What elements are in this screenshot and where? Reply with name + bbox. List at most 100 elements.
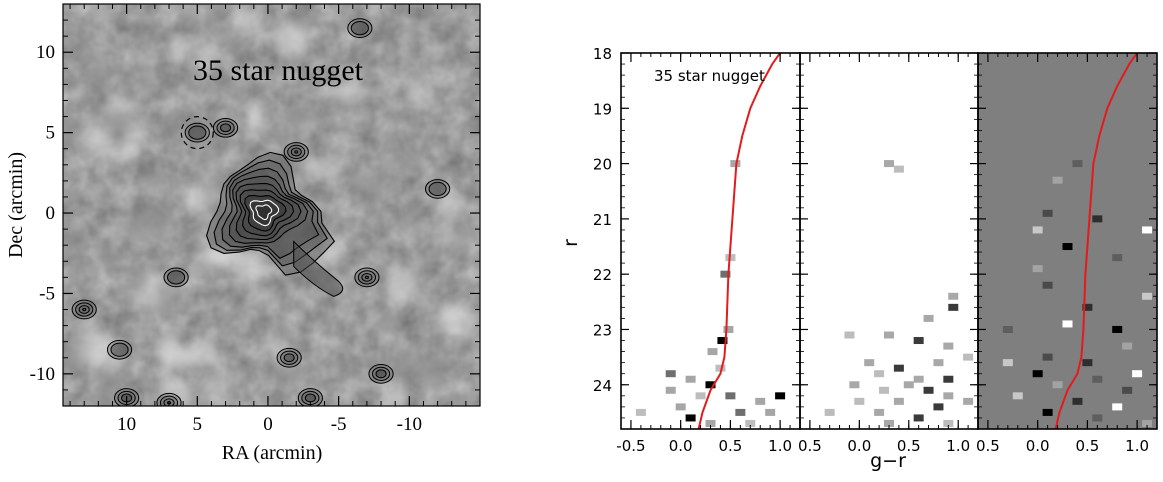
hess-cell-field (824, 408, 835, 416)
density-blob (391, 348, 433, 382)
hess-cell-field (893, 165, 904, 173)
hess-cell-field (963, 353, 974, 361)
density-blob (328, 80, 371, 102)
density-blob (201, 374, 229, 405)
density-blob (96, 109, 137, 136)
contour-source (78, 305, 90, 314)
density-blob (223, 37, 247, 57)
hess-cell-field (854, 397, 865, 405)
hess-cell-target (765, 408, 776, 416)
hess-cell-target (730, 160, 741, 168)
hess-cell-difference (1072, 397, 1083, 405)
cmd-xtick-label: 0.5 (897, 437, 921, 455)
hess-cell-difference (1112, 254, 1123, 262)
density-blob (273, 22, 308, 61)
contour-source (216, 120, 235, 135)
hess-cell-difference (1002, 359, 1013, 367)
density-blob (385, 265, 416, 304)
hess-cell-target (665, 386, 676, 394)
map-ylabel: Dec (arcmin) (5, 152, 27, 258)
cmd-annotation: 35 star nugget (654, 67, 765, 85)
density-blob (136, 23, 153, 43)
density-blob (396, 204, 415, 236)
density-blob (246, 101, 263, 133)
hess-cell-difference (1092, 375, 1103, 383)
density-blob (102, 367, 124, 394)
density-map-panel: 10 5 0 -5 -10 10 5 0 -5 -10 35 star nugget RA (ar… (5, 3, 481, 464)
cmd-ytick-label: 19 (593, 100, 612, 118)
cmd-xtick-label: 0.5 (718, 437, 742, 455)
hess-cell-field (884, 160, 894, 168)
hess-cell-difference (1142, 292, 1153, 300)
cmd-ytick-label: 23 (593, 321, 612, 339)
cmd-xtick-label: -0.5 (616, 437, 645, 455)
cmd-xlabel: g−r (870, 450, 906, 472)
density-blob (126, 125, 145, 156)
hess-cell-difference (1012, 392, 1023, 400)
hess-cell-field (893, 397, 904, 405)
main-overdensity-contour (244, 194, 287, 232)
hess-cell-difference (1112, 403, 1123, 411)
cmd-xtick-label: 0.5 (976, 437, 1000, 455)
cmd-panel-1-frame (620, 52, 801, 430)
hess-cell-difference (1052, 381, 1063, 389)
density-blob (146, 171, 172, 190)
map-xtick-label: -10 (397, 414, 422, 435)
contour-source (167, 270, 186, 285)
density-blob (385, 387, 409, 406)
density-blob (63, 219, 80, 256)
hess-cell-field (943, 392, 954, 400)
hess-cell-difference (1042, 353, 1053, 361)
contour-source (371, 366, 391, 381)
density-blob (90, 388, 135, 406)
contour-source (294, 150, 299, 154)
map-ytick-label: -5 (39, 283, 55, 304)
density-blob (305, 156, 345, 180)
isochrone-line (697, 52, 781, 430)
hess-cell-field (864, 359, 875, 367)
hess-cell-target (715, 364, 726, 372)
cmd-ytick-label: 24 (593, 377, 612, 395)
hess-cell-target (705, 419, 716, 427)
hess-cell-target (723, 325, 734, 333)
density-blob (66, 38, 89, 61)
hess-cell-field (913, 375, 924, 383)
hess-cell-difference (1062, 320, 1073, 328)
hess-cell-target (665, 370, 676, 378)
density-blob (156, 332, 183, 366)
contour-source (290, 147, 302, 157)
map-ytick-label: 5 (46, 123, 56, 144)
cmd-xtick-label: 0.0 (1026, 437, 1050, 455)
map-frame (62, 3, 481, 407)
density-blob (382, 150, 423, 172)
map-ytick-label: 0 (46, 203, 56, 224)
hess-cell-field (943, 375, 954, 383)
contour-source (280, 350, 299, 365)
hess-cell-difference (1142, 419, 1153, 427)
map-annotation: 35 star nugget (193, 54, 364, 87)
hess-cell-target (685, 414, 696, 422)
contour-source (304, 393, 316, 403)
map-ytick-label: 10 (36, 42, 55, 63)
cmd-ylabel: r (560, 239, 582, 247)
density-blob (406, 75, 426, 106)
cmd-ytick-label: 22 (593, 266, 612, 284)
density-blob (184, 189, 215, 213)
contour-source (361, 272, 373, 282)
contour-source (428, 181, 447, 197)
cmd-ytick-label: 20 (593, 156, 612, 174)
hess-cell-target (695, 392, 706, 400)
density-blob (133, 71, 158, 93)
cmd-ytick-label: 21 (593, 211, 612, 229)
hess-cell-field (879, 386, 890, 394)
density-blob (193, 42, 215, 74)
hess-cell-field (943, 419, 954, 427)
contour-source (375, 369, 387, 379)
hess-cell-field (913, 414, 924, 422)
hess-cell-target (675, 403, 686, 411)
hess-cell-field (874, 408, 885, 416)
hess-cell-field (923, 386, 934, 394)
hess-cell-field (913, 337, 924, 345)
hess-cell-difference (1032, 370, 1043, 378)
